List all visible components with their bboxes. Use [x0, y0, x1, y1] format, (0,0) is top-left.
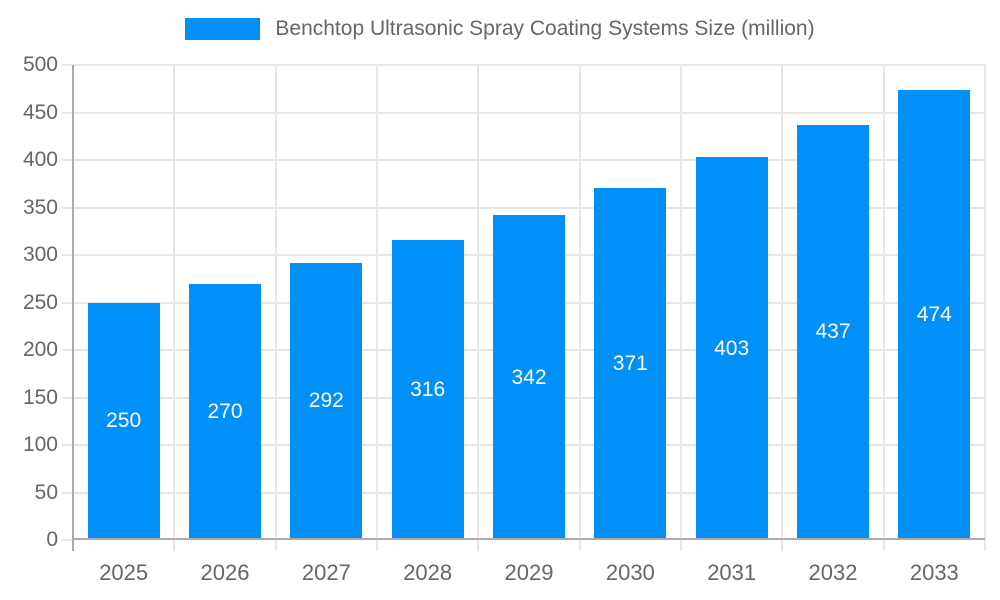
x-tick-mark [274, 540, 277, 551]
bar[interactable]: 371 [594, 187, 667, 540]
bar-value-label: 403 [714, 336, 750, 360]
bar-value-label: 250 [106, 409, 142, 433]
y-axis-label: 250 [22, 290, 58, 314]
y-tick-mark [62, 206, 73, 209]
y-axis-label: 450 [22, 100, 58, 124]
bar-value-label: 316 [410, 377, 446, 401]
h-gridline [73, 64, 985, 66]
x-axis-label: 2025 [99, 560, 149, 585]
y-axis-label: 150 [22, 385, 58, 409]
h-gridline [73, 111, 985, 114]
x-axis-line [73, 538, 985, 540]
x-axis-label: 2027 [301, 560, 351, 585]
x-axis-label: 2030 [605, 560, 655, 585]
x-tick-mark [578, 540, 581, 551]
bar[interactable]: 474 [898, 89, 971, 540]
y-tick-mark [62, 491, 73, 494]
v-gridline [173, 65, 176, 540]
bar[interactable]: 292 [290, 262, 363, 540]
x-tick-mark [984, 540, 986, 551]
y-axis-line [72, 65, 74, 551]
y-axis-label: 500 [22, 53, 58, 76]
bar-value-label: 371 [612, 351, 648, 375]
x-tick-mark [781, 540, 784, 551]
y-axis-label: 400 [22, 148, 58, 171]
x-tick-mark [680, 540, 682, 551]
legend-label[interactable]: Benchtop Ultrasonic Spray Coating System… [275, 17, 815, 40]
bar-value-label: 342 [511, 365, 547, 389]
x-tick-mark [173, 540, 176, 551]
x-axis-label: 2026 [200, 560, 250, 585]
v-gridline [882, 65, 885, 540]
bar-value-label: 437 [815, 320, 851, 344]
y-tick-mark [62, 539, 73, 541]
v-gridline [274, 65, 277, 540]
bar-value-label: 474 [916, 302, 952, 326]
y-tick-mark [62, 444, 73, 446]
y-tick-mark [62, 159, 73, 161]
v-gridline [477, 65, 480, 540]
x-tick-mark [477, 540, 480, 551]
y-tick-mark [62, 111, 73, 114]
x-axis-label: 2028 [403, 560, 453, 585]
v-gridline [984, 65, 986, 540]
legend-swatch[interactable] [185, 18, 261, 40]
bar[interactable]: 316 [391, 239, 464, 540]
bar[interactable]: 250 [87, 302, 160, 540]
y-tick-mark [62, 64, 73, 66]
y-tick-mark [62, 254, 73, 256]
x-tick-mark [376, 540, 378, 551]
bar[interactable]: 437 [797, 124, 869, 540]
x-axis-label: 2029 [504, 560, 554, 585]
y-tick-mark [62, 349, 73, 351]
v-gridline [376, 65, 378, 540]
h-gridline [73, 159, 985, 161]
bar-value-label: 270 [207, 399, 243, 423]
y-axis-label: 50 [34, 480, 58, 504]
y-tick-mark [62, 396, 73, 399]
bar[interactable]: 342 [493, 215, 565, 540]
x-tick-mark [882, 540, 885, 551]
y-axis-label: 200 [22, 338, 58, 361]
bar[interactable]: 403 [695, 157, 768, 540]
x-axis-label: 2032 [808, 560, 858, 585]
y-axis-label: 0 [46, 528, 58, 551]
v-gridline [578, 65, 581, 540]
h-gridline [73, 206, 985, 209]
plot-area: 250 270 292 316 342 371 403 437 474 [62, 64, 986, 551]
x-axis-label: 2033 [909, 560, 959, 585]
v-gridline [680, 65, 682, 540]
x-axis-label: 2031 [707, 560, 757, 585]
y-tick-mark [62, 301, 73, 304]
v-gridline [781, 65, 784, 540]
y-axis-label: 300 [22, 243, 58, 266]
y-axis-label: 350 [22, 195, 58, 219]
y-axis-label: 100 [22, 433, 58, 456]
bar[interactable]: 270 [189, 283, 261, 540]
chart-legend[interactable]: Benchtop Ultrasonic Spray Coating System… [0, 17, 1000, 41]
bar-value-label: 292 [308, 389, 344, 413]
